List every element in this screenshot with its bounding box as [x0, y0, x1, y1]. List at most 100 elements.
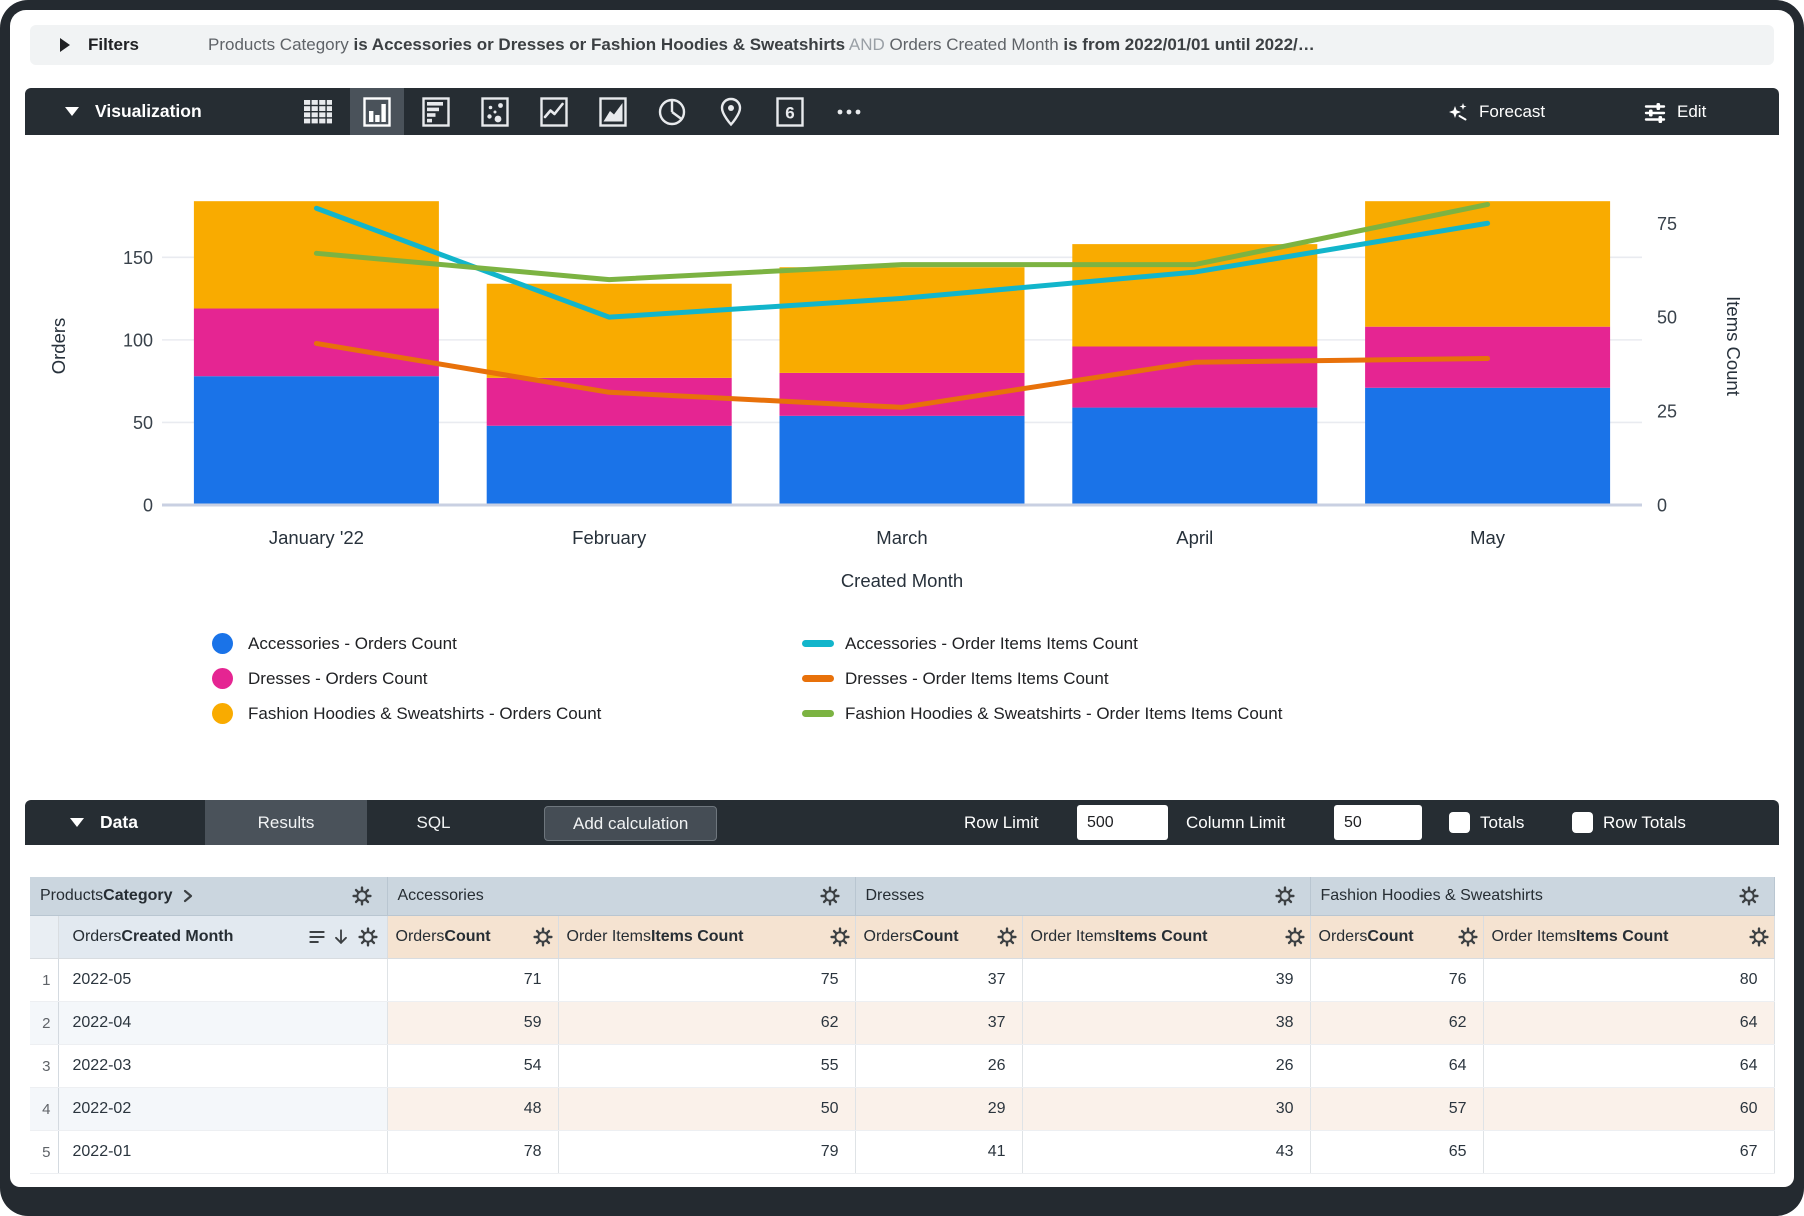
row-limit-input[interactable]: [1077, 805, 1168, 840]
cell-created-month[interactable]: 2022-03: [58, 1044, 388, 1088]
cell-created-month[interactable]: 2022-04: [58, 1001, 388, 1045]
viz-type-area-button[interactable]: [586, 88, 640, 135]
chevron-right-icon[interactable]: [181, 888, 195, 904]
cell-measure-value[interactable]: 39: [1022, 958, 1311, 1002]
cell-measure-value[interactable]: 64: [1310, 1044, 1484, 1088]
tab-sql[interactable]: SQL: [416, 812, 451, 832]
cell-measure-value[interactable]: 71: [387, 958, 559, 1002]
gear-icon[interactable]: [1748, 926, 1770, 948]
viz-type-single-value-button[interactable]: 6: [763, 88, 817, 135]
cell-created-month[interactable]: 2022-05: [58, 958, 388, 1002]
legend-item[interactable]: Accessories - Orders Count: [212, 626, 457, 661]
legend-item[interactable]: Dresses - Orders Count: [212, 661, 428, 696]
column-group-dresses[interactable]: Dresses: [855, 877, 1311, 916]
viz-type-map-button[interactable]: [704, 88, 758, 135]
gear-icon[interactable]: [351, 885, 373, 907]
cell-measure-value[interactable]: 76: [1310, 958, 1484, 1002]
cell-measure-value[interactable]: 64: [1483, 1044, 1775, 1088]
viz-type-bar-button[interactable]: [409, 88, 463, 135]
cell-measure-value[interactable]: 48: [387, 1087, 559, 1131]
gear-icon[interactable]: [1457, 926, 1479, 948]
data-collapse-icon[interactable]: [70, 818, 84, 827]
subtotal-list-icon[interactable]: [307, 927, 327, 947]
viz-type-column-button[interactable]: [350, 88, 404, 135]
line-series[interactable]: [313, 201, 1491, 283]
cell-measure-value[interactable]: 38: [1022, 1001, 1311, 1045]
gear-icon[interactable]: [819, 885, 841, 907]
column-header-order-items-items-count[interactable]: Order Items Items Count: [1022, 915, 1311, 959]
column-group-products-category[interactable]: Products Category: [30, 877, 388, 916]
cell-measure-value[interactable]: 59: [387, 1001, 559, 1045]
cell-created-month[interactable]: 2022-02: [58, 1087, 388, 1131]
line-series[interactable]: [313, 340, 1491, 410]
cell-measure-value[interactable]: 67: [1483, 1130, 1775, 1174]
bar-segment[interactable]: [1365, 387, 1611, 505]
cell-created-month[interactable]: 2022-01: [58, 1130, 388, 1174]
totals-checkbox[interactable]: [1449, 812, 1470, 833]
viz-type-scatter-button[interactable]: [468, 88, 522, 135]
column-limit-input[interactable]: [1334, 805, 1422, 840]
cell-measure-value[interactable]: 75: [558, 958, 856, 1002]
bar-segment[interactable]: [1072, 244, 1318, 347]
forecast-button[interactable]: Forecast: [1443, 88, 1545, 135]
column-header-orders-created-month[interactable]: Orders Created Month: [58, 915, 388, 959]
cell-measure-value[interactable]: 80: [1483, 958, 1775, 1002]
sort-arrow-down-icon[interactable]: [331, 927, 351, 947]
cell-measure-value[interactable]: 65: [1310, 1130, 1484, 1174]
cell-measure-value[interactable]: 79: [558, 1130, 856, 1174]
cell-measure-value[interactable]: 62: [558, 1001, 856, 1045]
column-header-orders-count[interactable]: Orders Count: [387, 915, 559, 959]
legend-item[interactable]: Fashion Hoodies & Sweatshirts - Orders C…: [212, 696, 601, 731]
viz-type-line-button[interactable]: [527, 88, 581, 135]
visualization-collapse-icon[interactable]: [65, 107, 79, 116]
row-totals-checkbox[interactable]: [1572, 812, 1593, 833]
cell-measure-value[interactable]: 64: [1483, 1001, 1775, 1045]
bar-segment[interactable]: [486, 425, 732, 505]
cell-measure-value[interactable]: 55: [558, 1044, 856, 1088]
bar-segment[interactable]: [486, 283, 732, 378]
cell-measure-value[interactable]: 62: [1310, 1001, 1484, 1045]
legend-item[interactable]: Fashion Hoodies & Sweatshirts - Order It…: [802, 696, 1282, 731]
cell-measure-value[interactable]: 78: [387, 1130, 559, 1174]
bar-segment[interactable]: [193, 376, 439, 505]
filters-bar[interactable]: Filters Products Category is Accessories…: [30, 25, 1774, 65]
cell-measure-value[interactable]: 54: [387, 1044, 559, 1088]
gear-icon[interactable]: [357, 926, 379, 948]
gear-icon[interactable]: [532, 926, 554, 948]
add-calculation-button[interactable]: Add calculation: [544, 806, 718, 841]
tab-results[interactable]: Results: [205, 800, 367, 845]
gear-icon[interactable]: [1284, 926, 1306, 948]
cell-measure-value[interactable]: 26: [855, 1044, 1023, 1088]
cell-measure-value[interactable]: 57: [1310, 1087, 1484, 1131]
cell-measure-value[interactable]: 29: [855, 1087, 1023, 1131]
line-series[interactable]: [313, 205, 1491, 320]
cell-measure-value[interactable]: 60: [1483, 1087, 1775, 1131]
cell-measure-value[interactable]: 30: [1022, 1087, 1311, 1131]
viz-type-pie-button[interactable]: [645, 88, 699, 135]
bar-segment[interactable]: [486, 377, 732, 426]
cell-measure-value[interactable]: 26: [1022, 1044, 1311, 1088]
column-header-order-items-items-count[interactable]: Order Items Items Count: [1483, 915, 1775, 959]
gear-icon[interactable]: [996, 926, 1018, 948]
cell-measure-value[interactable]: 37: [855, 958, 1023, 1002]
column-group-accessories[interactable]: Accessories: [387, 877, 856, 916]
column-group-fashion-hoodies[interactable]: Fashion Hoodies & Sweatshirts: [1310, 877, 1775, 916]
cell-measure-value[interactable]: 37: [855, 1001, 1023, 1045]
gear-icon[interactable]: [1738, 885, 1760, 907]
legend-item[interactable]: Accessories - Order Items Items Count: [802, 626, 1138, 661]
bar-segment[interactable]: [779, 415, 1025, 505]
column-header-order-items-items-count[interactable]: Order Items Items Count: [558, 915, 856, 959]
viz-type-table-button[interactable]: [291, 88, 345, 135]
gear-icon[interactable]: [829, 926, 851, 948]
gear-icon[interactable]: [1274, 885, 1296, 907]
filters-expand-icon[interactable]: [60, 38, 70, 52]
column-header-orders-count[interactable]: Orders Count: [1310, 915, 1484, 959]
bar-segment[interactable]: [779, 267, 1025, 373]
cell-measure-value[interactable]: 43: [1022, 1130, 1311, 1174]
viz-type-more-button[interactable]: [822, 88, 876, 135]
edit-button[interactable]: Edit: [1641, 88, 1706, 135]
cell-measure-value[interactable]: 50: [558, 1087, 856, 1131]
bar-segment[interactable]: [1072, 407, 1318, 505]
column-header-orders-count[interactable]: Orders Count: [855, 915, 1023, 959]
legend-item[interactable]: Dresses - Order Items Items Count: [802, 661, 1109, 696]
